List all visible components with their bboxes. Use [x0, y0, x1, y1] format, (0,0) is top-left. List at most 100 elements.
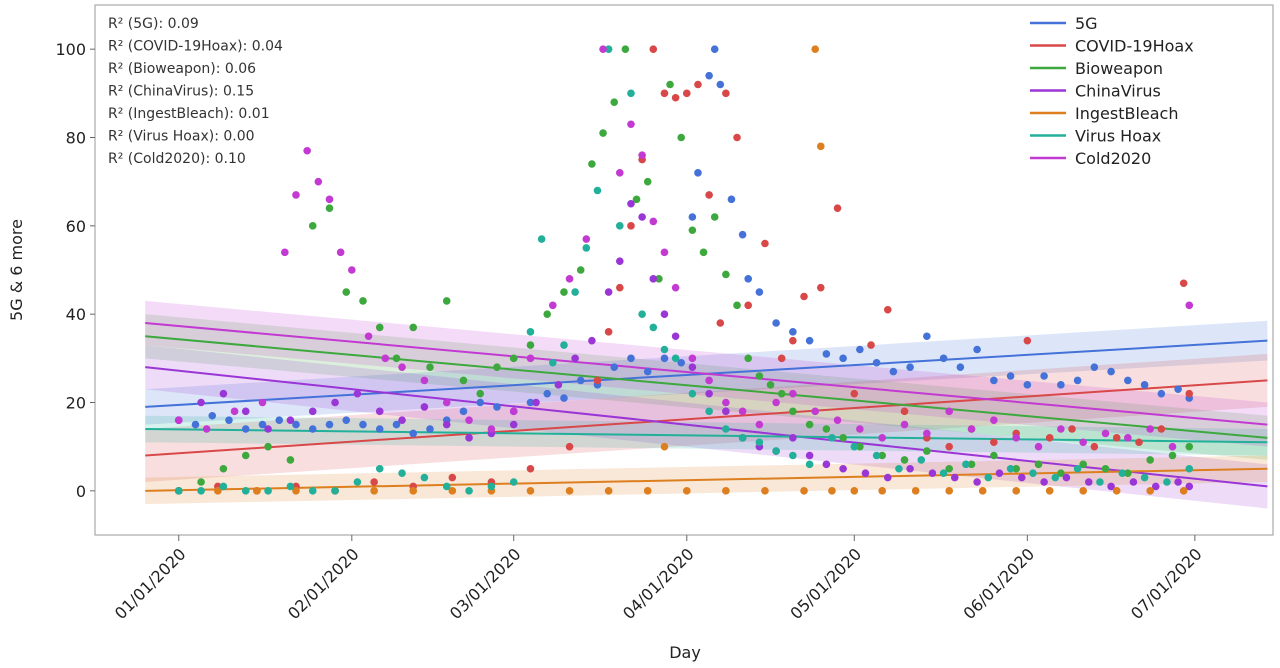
point-5g	[1107, 367, 1115, 376]
point-covid-19hoax	[733, 133, 741, 142]
point-5g	[889, 367, 898, 376]
y-axis-title: 5G & 6 more	[7, 219, 26, 321]
point-5g	[1073, 376, 1082, 385]
point-bioweapon	[923, 447, 931, 455]
point-bioweapon	[392, 354, 401, 363]
point-bioweapon	[409, 323, 418, 332]
plot-frame	[94, 4, 1274, 536]
point-bioweapon	[744, 354, 753, 363]
point-bioweapon	[426, 363, 434, 371]
point-covid-19hoax	[604, 328, 613, 336]
x-tick-label: 05/01/2020	[786, 544, 865, 623]
point-cold2020	[671, 283, 680, 292]
point-virus-hoax	[722, 425, 730, 433]
point-chinavirus	[705, 389, 713, 398]
point-covid-19hoax	[883, 305, 892, 314]
point-chinavirus	[615, 257, 624, 265]
point-virus-hoax	[755, 438, 764, 447]
point-virus-hoax	[308, 487, 317, 495]
point-cold2020	[292, 191, 300, 199]
r2-label: R² (Virus Hoax): 0.00	[108, 129, 255, 145]
point-covid-19hoax	[682, 89, 691, 98]
point-virus-hoax	[604, 45, 613, 53]
point-5g	[677, 358, 686, 367]
point-chinavirus	[1017, 473, 1026, 482]
point-bioweapon	[805, 420, 814, 429]
point-virus-hoax	[1006, 464, 1015, 473]
point-bioweapon	[655, 275, 663, 283]
point-covid-19hoax	[900, 407, 909, 416]
point-cold2020	[1146, 425, 1154, 433]
point-chinavirus	[789, 434, 797, 442]
point-chinavirus	[571, 354, 579, 363]
point-bioweapon	[459, 376, 468, 385]
point-ingestbleach	[526, 487, 535, 495]
point-5g	[459, 407, 468, 416]
y-tick-label: 80	[66, 129, 86, 148]
point-chinavirus	[1107, 482, 1115, 491]
point-cold2020	[420, 376, 429, 385]
point-covid-19hoax	[1023, 336, 1032, 345]
point-5g	[772, 319, 780, 327]
point-ingestbleach	[682, 487, 691, 495]
point-virus-hoax	[660, 345, 669, 354]
point-5g	[872, 358, 881, 367]
point-bioweapon	[710, 213, 719, 221]
x-tick-label: 07/01/2020	[1127, 544, 1206, 623]
point-bioweapon	[599, 129, 607, 137]
point-covid-19hoax	[716, 319, 725, 327]
x-tick-label: 04/01/2020	[619, 544, 698, 623]
point-chinavirus	[638, 213, 646, 221]
x-tick-label: 02/01/2020	[284, 544, 363, 623]
point-ingestbleach	[761, 487, 769, 495]
point-cold2020	[705, 376, 713, 385]
point-covid-19hoax	[705, 191, 713, 199]
point-virus-hoax	[850, 442, 859, 451]
point-bioweapon	[219, 464, 228, 473]
point-bioweapon	[1101, 464, 1110, 473]
point-chinavirus	[950, 473, 959, 482]
point-chinavirus	[353, 389, 362, 398]
point-bioweapon	[375, 323, 384, 332]
point-covid-19hoax	[800, 292, 808, 301]
point-chinavirus	[241, 407, 250, 416]
point-cold2020	[364, 332, 373, 341]
point-virus-hoax	[1163, 478, 1171, 486]
point-cold2020	[811, 407, 819, 416]
point-virus-hoax	[671, 354, 680, 363]
point-covid-19hoax	[649, 45, 658, 53]
point-virus-hoax	[1096, 478, 1104, 486]
point-virus-hoax	[1140, 473, 1149, 482]
point-5g	[409, 429, 418, 438]
point-covid-19hoax	[789, 336, 797, 345]
point-cold2020	[1124, 434, 1132, 442]
point-cold2020	[660, 248, 669, 257]
point-cold2020	[1101, 429, 1110, 438]
point-ingestbleach	[643, 487, 652, 495]
point-5g	[939, 354, 948, 363]
point-chinavirus	[627, 199, 635, 208]
point-cold2020	[967, 425, 976, 433]
point-cold2020	[348, 266, 356, 274]
point-5g	[1023, 381, 1032, 389]
point-cold2020	[638, 151, 646, 159]
point-bioweapon	[560, 288, 568, 296]
point-virus-hoax	[789, 451, 797, 460]
point-5g	[1057, 381, 1065, 389]
point-ingestbleach	[828, 487, 836, 495]
point-virus-hoax	[805, 460, 814, 469]
point-bioweapon	[777, 389, 786, 398]
point-chinavirus	[532, 398, 540, 407]
point-chinavirus	[465, 434, 473, 442]
point-chinavirus	[883, 473, 892, 482]
point-5g	[694, 169, 702, 177]
point-virus-hoax	[549, 358, 557, 367]
point-cold2020	[900, 420, 909, 429]
point-chinavirus	[822, 460, 831, 469]
point-virus-hoax	[1118, 469, 1127, 477]
point-cold2020	[314, 177, 323, 186]
point-cold2020	[1079, 438, 1087, 447]
legend-label-bioweapon: Bioweapon	[1075, 59, 1163, 78]
point-bioweapon	[576, 266, 585, 274]
point-virus-hoax	[939, 469, 948, 477]
